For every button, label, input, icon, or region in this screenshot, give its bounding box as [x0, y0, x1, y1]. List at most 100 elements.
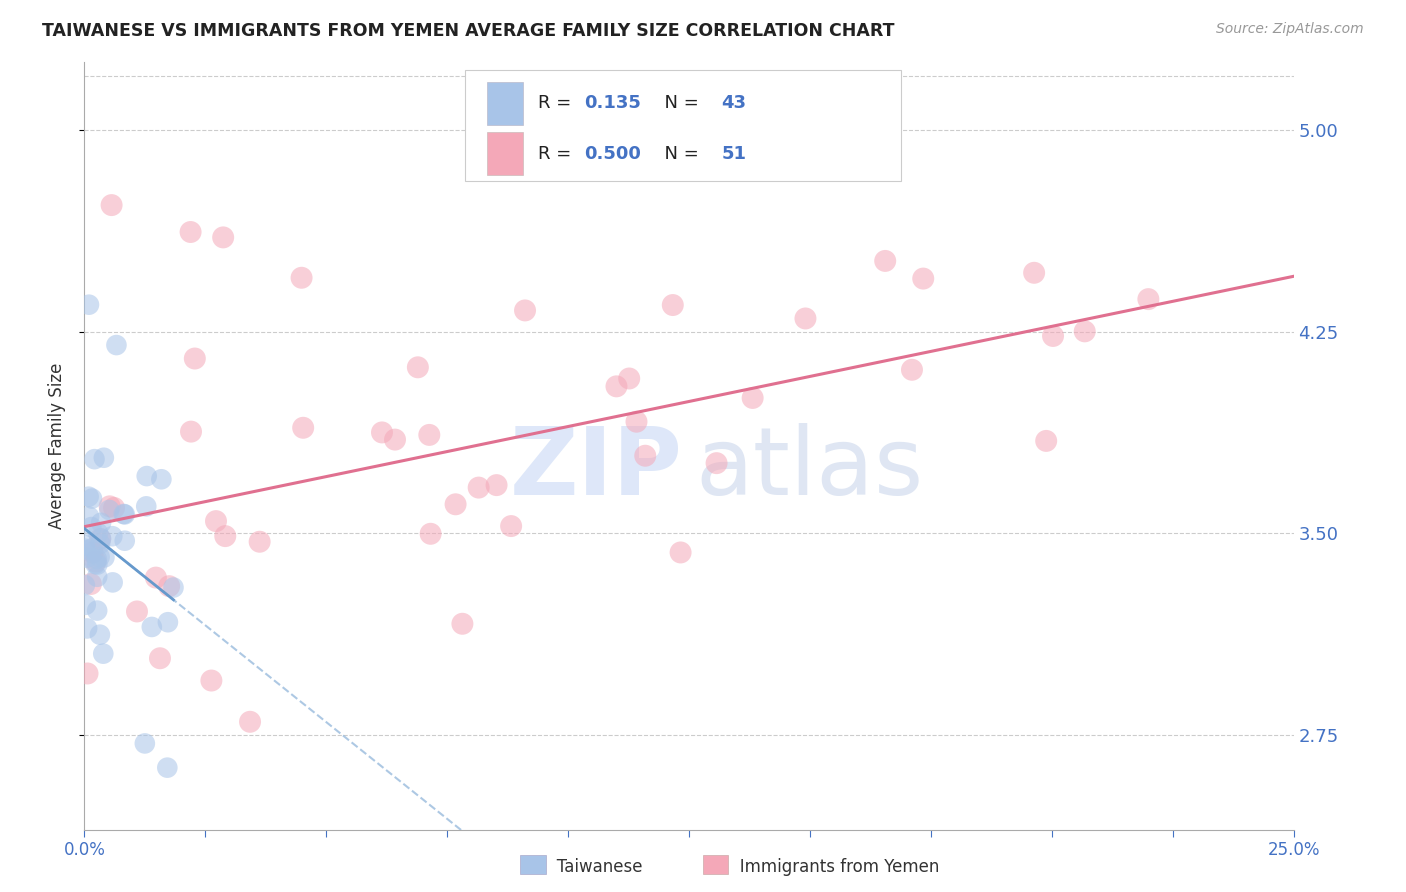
Point [89, 537, 111, 551]
Point [901, 363, 924, 377]
Point [162, 581, 184, 595]
Point [1074, 324, 1097, 338]
Point [91, 647, 114, 661]
Point [84, 554, 107, 568]
Point [467, 481, 489, 495]
Point [84, 557, 107, 571]
Text: N =: N = [652, 145, 704, 162]
Point [513, 303, 536, 318]
Point [141, 620, 163, 634]
Point [82, 545, 104, 559]
Point [73, 541, 96, 556]
Point [634, 449, 657, 463]
Point [135, 500, 157, 514]
Point [86, 558, 108, 572]
Point [605, 379, 627, 393]
Point [706, 456, 728, 470]
Bar [486, 82, 523, 125]
Point [485, 478, 508, 492]
Point [212, 230, 235, 244]
Text: N =: N = [652, 95, 704, 112]
Point [73, 538, 96, 552]
Point [626, 415, 648, 429]
Point [103, 500, 125, 515]
Point [384, 433, 406, 447]
Text: 51: 51 [721, 145, 747, 162]
Point [444, 497, 467, 511]
Point [406, 360, 429, 375]
Y-axis label: Average Family Size: Average Family Size [48, 363, 66, 529]
Point [205, 514, 228, 528]
Point [1024, 266, 1046, 280]
Text: ZIP: ZIP [510, 423, 683, 515]
Point [1042, 329, 1064, 343]
Point [156, 615, 179, 630]
Bar [486, 132, 523, 175]
Point [149, 651, 172, 665]
Point [662, 298, 685, 312]
Text: Source: ZipAtlas.com: Source: ZipAtlas.com [1216, 22, 1364, 37]
Point [200, 673, 222, 688]
Point [794, 311, 817, 326]
Point [180, 225, 202, 239]
Point [80, 520, 103, 534]
Point [451, 616, 474, 631]
Point [1035, 434, 1057, 448]
Point [80, 491, 103, 506]
Point [101, 575, 124, 590]
Point [419, 526, 441, 541]
Text: atlas: atlas [695, 423, 924, 515]
Point [184, 351, 207, 366]
Point [214, 529, 236, 543]
Point [77, 298, 100, 312]
Point [98, 503, 121, 517]
Point [1137, 292, 1160, 306]
Point [418, 428, 440, 442]
Bar [520, 855, 546, 874]
Text: 43: 43 [721, 95, 747, 112]
FancyBboxPatch shape [465, 70, 901, 181]
Point [156, 761, 179, 775]
Text: R =: R = [538, 95, 576, 112]
Point [239, 714, 262, 729]
Point [135, 469, 157, 483]
Point [875, 254, 897, 268]
Point [98, 500, 121, 514]
Point [157, 579, 180, 593]
Text: Immigrants from Yemen: Immigrants from Yemen [724, 858, 939, 876]
Point [75, 598, 97, 612]
Point [76, 666, 98, 681]
Point [912, 271, 935, 285]
Point [73, 578, 96, 592]
Point [86, 552, 108, 566]
Point [77, 509, 100, 524]
Point [83, 452, 105, 467]
Point [93, 550, 115, 565]
Point [501, 519, 523, 533]
Point [150, 472, 173, 486]
Point [101, 529, 124, 543]
Point [180, 425, 202, 439]
Point [292, 421, 315, 435]
Point [89, 549, 111, 564]
Point [125, 604, 148, 618]
Text: Taiwanese: Taiwanese [541, 858, 643, 876]
Point [619, 371, 641, 385]
Point [114, 533, 136, 548]
Point [371, 425, 394, 440]
Text: 0.135: 0.135 [583, 95, 641, 112]
Point [669, 545, 692, 559]
Point [741, 391, 763, 405]
Point [76, 543, 98, 558]
Text: TAIWANESE VS IMMIGRANTS FROM YEMEN AVERAGE FAMILY SIZE CORRELATION CHART: TAIWANESE VS IMMIGRANTS FROM YEMEN AVERA… [42, 22, 894, 40]
Point [249, 534, 271, 549]
Point [145, 571, 167, 585]
Text: 0.500: 0.500 [583, 145, 641, 162]
Bar [703, 855, 728, 874]
Point [105, 338, 128, 352]
Point [82, 541, 104, 555]
Point [134, 736, 156, 750]
Point [290, 270, 312, 285]
Point [76, 622, 98, 636]
Point [112, 507, 135, 521]
